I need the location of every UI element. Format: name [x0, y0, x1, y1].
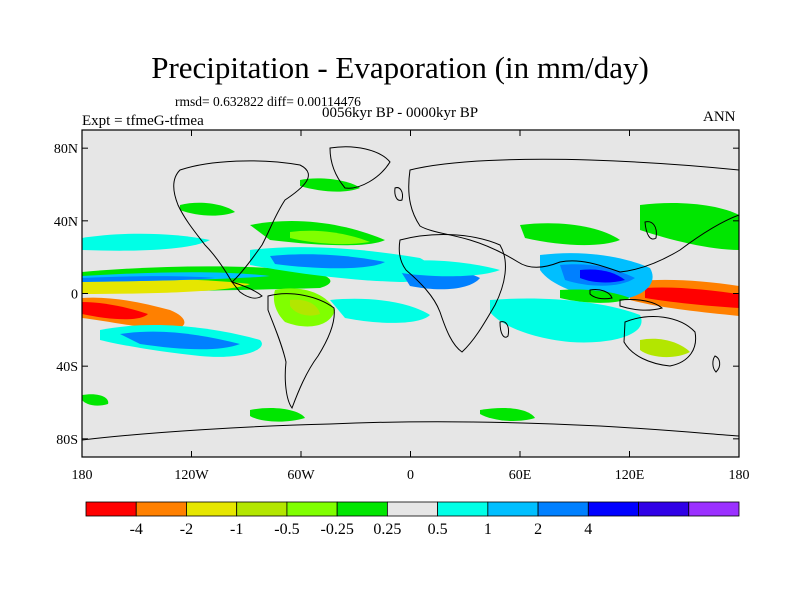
longitude-axis: 180 120W 60W 0 60E 120E 180	[72, 130, 750, 483]
field-aus-lime	[640, 338, 690, 358]
colorbar-swatch	[386, 501, 439, 517]
colorbar-swatch	[537, 501, 589, 517]
coast-north-america	[173, 160, 309, 283]
colorbar-label: -2	[180, 521, 193, 538]
coast-australia	[623, 316, 697, 367]
field-sat-green	[82, 394, 109, 406]
field-spac-blue	[120, 331, 240, 350]
field-pacific-itcz-yellow	[82, 279, 250, 294]
field-io-green	[480, 407, 535, 421]
field-eurasia-green	[520, 223, 620, 246]
colorbar-swatch	[437, 501, 489, 517]
field-npac-green	[640, 203, 739, 250]
field-arctic-green-2	[180, 202, 235, 216]
season-label: ANN	[703, 109, 736, 125]
colorbar-label: 4	[584, 521, 592, 538]
experiment-label: Expt = tfmeG-tfmea	[82, 113, 204, 129]
lon-tick-label: 180	[72, 468, 93, 483]
colorbar-label: 1	[484, 521, 492, 538]
colorbar-swatch	[487, 501, 539, 517]
colorbar-label: -0.5	[274, 521, 299, 538]
colorbar-label: -4	[130, 521, 143, 538]
latitude-axis: 80N 40N 0 40S 80S	[54, 142, 739, 448]
field-amazon-yellow	[290, 299, 320, 316]
field-warmpool-red	[645, 287, 739, 308]
stats-label: rmsd= 0.632822 diff= 0.00114476	[175, 94, 361, 109]
lon-tick-label: 0	[407, 468, 414, 483]
coast-africa	[398, 234, 506, 353]
lon-tick-label: 60E	[509, 468, 532, 483]
colorbar: -4 -2 -1 -0.5 -0.25 0.25 0.5 1 2 4	[85, 501, 740, 538]
field-atl-blue	[270, 254, 385, 269]
colorbar-swatch	[85, 501, 137, 517]
field-sahel-cyan	[395, 260, 500, 277]
colorbar-swatch	[186, 501, 238, 517]
colorbar-label: -0.25	[320, 521, 353, 538]
colorbar-label: 0.5	[428, 521, 448, 538]
field-indian-cyan	[490, 298, 642, 343]
field-satl-cyan	[330, 298, 430, 323]
colorbar-swatch	[336, 501, 388, 517]
colorbar-swatch	[286, 501, 338, 517]
lon-tick-label: 180	[729, 468, 750, 483]
lon-tick-label: 120E	[615, 468, 645, 483]
field-indian-green	[560, 289, 630, 303]
lat-tick-label: 80S	[56, 433, 78, 448]
field-spac-red	[82, 302, 148, 320]
coast-antarctica	[82, 421, 739, 441]
colorbar-label: -1	[230, 521, 243, 538]
coastlines	[82, 146, 739, 441]
lat-tick-label: 40S	[56, 360, 78, 375]
coast-eurasia	[408, 158, 739, 273]
colorbar-swatch	[236, 501, 288, 517]
coast-central-america	[230, 281, 263, 299]
coast-uk	[394, 187, 403, 201]
colorbar-label: 0.25	[373, 521, 401, 538]
coast-greenland	[329, 146, 391, 189]
field-shading	[82, 178, 739, 422]
lon-tick-label: 120W	[174, 468, 209, 483]
coast-south-america	[267, 293, 335, 410]
field-maritime-navy	[580, 269, 625, 283]
field-pacific-itcz-blue	[82, 276, 215, 282]
colorbar-swatch	[688, 501, 740, 517]
lat-tick-label: 80N	[54, 142, 78, 157]
field-natl-lime	[290, 230, 370, 245]
period-label: 0056kyr BP - 0000kyr BP	[322, 105, 479, 121]
coast-madagascar	[499, 321, 509, 338]
field-npac-cyan	[82, 233, 210, 251]
map-title: Precipitation - Evaporation (in mm/day)	[151, 50, 649, 85]
coast-indonesia	[589, 289, 664, 311]
lat-tick-label: 0	[71, 288, 78, 303]
coast-new-zealand	[712, 355, 721, 373]
lon-tick-label: 60W	[287, 468, 315, 483]
colorbar-swatch	[638, 501, 690, 517]
colorbar-label: 2	[534, 521, 542, 538]
lat-tick-label: 40N	[54, 215, 78, 230]
colorbar-swatch	[587, 501, 639, 517]
coast-japan	[644, 221, 657, 240]
field-south-green	[250, 407, 305, 422]
colorbar-swatch	[135, 501, 187, 517]
